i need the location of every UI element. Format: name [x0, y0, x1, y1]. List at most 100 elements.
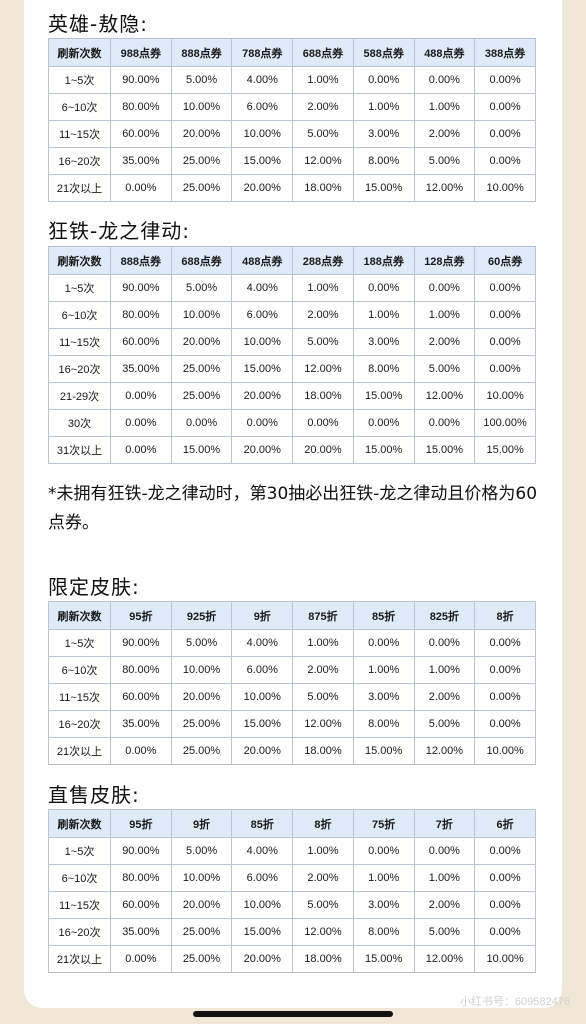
- probability-cell: 25.00%: [170, 174, 233, 202]
- probability-cell: 10.00%: [231, 120, 294, 148]
- home-indicator[interactable]: [193, 1011, 393, 1017]
- probability-cell: 2.00%: [292, 864, 354, 892]
- probability-cell: 1.00%: [292, 66, 354, 94]
- row-label-cell: 6~10次: [48, 301, 111, 329]
- probability-cell: 10.00%: [231, 891, 294, 919]
- probability-cell: 5.00%: [292, 891, 354, 919]
- probability-cell: 0.00%: [474, 301, 536, 329]
- probability-cell: 0.00%: [292, 409, 354, 437]
- row-label-cell: 30次: [48, 409, 111, 437]
- table-row: 16~20次 35.00% 25.00% 15.00% 12.00% 8.00% 5.00%…: [48, 710, 536, 738]
- probability-cell: 5.00%: [413, 918, 476, 946]
- probability-cell: 100.00%: [474, 409, 536, 437]
- probability-cell: 4.00%: [231, 66, 294, 94]
- column-header: 128点券: [413, 246, 476, 275]
- table-header-row: 刷新次数 888点券 688点券 488点券 288点券 188点券 128点券 60点券: [48, 246, 536, 275]
- probability-cell: 80.00%: [110, 93, 172, 121]
- probability-cell: 0.00%: [474, 629, 536, 657]
- probability-cell: 15.00%: [352, 382, 415, 410]
- section-title-kuangtie: 狂铁-龙之律动:: [48, 219, 190, 243]
- probability-cell: 12.00%: [292, 710, 354, 738]
- probability-cell: 5.00%: [292, 120, 354, 148]
- table-row: 16~20次 35.00% 25.00% 15.00% 12.00% 8.00% 5.00%…: [48, 918, 536, 946]
- probability-cell: 4.00%: [231, 837, 294, 865]
- probability-cell: 80.00%: [110, 301, 172, 329]
- probability-cell: 12.00%: [413, 737, 476, 765]
- probability-cell: 25.00%: [170, 945, 233, 973]
- probability-cell: 2.00%: [413, 891, 476, 919]
- table-row: 11~15次 60.00% 20.00% 10.00% 5.00% 3.00% 2.00% 0…: [48, 683, 536, 711]
- row-label-cell: 16~20次: [48, 147, 111, 175]
- probability-cell: 0.00%: [352, 629, 415, 657]
- probability-cell: 18.00%: [292, 382, 354, 410]
- column-header: 8折: [292, 809, 354, 838]
- probability-cell: 10.00%: [474, 382, 536, 410]
- probability-cell: 1.00%: [292, 837, 354, 865]
- probability-cell: 10.00%: [170, 864, 233, 892]
- column-header: 7折: [413, 809, 476, 838]
- probability-cell: 6.00%: [231, 301, 294, 329]
- probability-cell: 60.00%: [110, 891, 172, 919]
- probability-cell: 15.00%: [231, 710, 294, 738]
- probability-cell: 0.00%: [413, 274, 476, 302]
- column-header: 488点券: [413, 38, 476, 67]
- probability-cell: 8.00%: [352, 147, 415, 175]
- probability-cell: 25.00%: [170, 147, 233, 175]
- probability-cell: 0.00%: [413, 837, 476, 865]
- probability-cell: 20.00%: [231, 737, 294, 765]
- column-header: 刷新次数: [48, 601, 111, 630]
- table-row: 6~10次 80.00% 10.00% 6.00% 2.00% 1.00% 1.00% 0.0…: [48, 301, 536, 329]
- probability-cell: 18.00%: [292, 174, 354, 202]
- probability-cell: 90.00%: [110, 66, 172, 94]
- column-header: 刷新次数: [48, 246, 111, 275]
- row-label-cell: 21次以上: [48, 945, 111, 973]
- probability-cell: 12.00%: [292, 147, 354, 175]
- column-header: 888点券: [110, 246, 172, 275]
- probability-cell: 25.00%: [170, 382, 233, 410]
- probability-cell: 5.00%: [170, 629, 233, 657]
- probability-cell: 6.00%: [231, 864, 294, 892]
- column-header: 288点券: [292, 246, 354, 275]
- probability-cell: 35.00%: [110, 918, 172, 946]
- row-label-cell: 21-29次: [48, 382, 111, 410]
- probability-cell: 35.00%: [110, 355, 172, 383]
- probability-cell: 0.00%: [110, 409, 172, 437]
- probability-cell: 10.00%: [170, 656, 233, 684]
- probability-cell: 25.00%: [170, 918, 233, 946]
- column-header: 188点券: [352, 246, 415, 275]
- probability-cell: 90.00%: [110, 629, 172, 657]
- probability-cell: 25.00%: [170, 355, 233, 383]
- table-header-row: 刷新次数 95折 925折 9折 875折 85折 825折 8折: [48, 601, 536, 630]
- probability-table-kuangtie: 刷新次数 888点券 688点券 488点券 288点券 188点券 128点券 60点券 1~…: [48, 246, 536, 464]
- table-row: 21次以上 0.00% 25.00% 20.00% 18.00% 15.00% 12.00%…: [48, 945, 536, 973]
- probability-cell: 10.00%: [474, 737, 536, 765]
- row-label-cell: 11~15次: [48, 891, 111, 919]
- probability-cell: 1.00%: [413, 93, 476, 121]
- probability-cell: 25.00%: [170, 710, 233, 738]
- column-header: 488点券: [231, 246, 294, 275]
- probability-cell: 15.00%: [231, 147, 294, 175]
- probability-cell: 20.00%: [170, 683, 233, 711]
- probability-cell: 20.00%: [231, 945, 294, 973]
- row-label-cell: 1~5次: [48, 629, 111, 657]
- probability-cell: 10.00%: [170, 301, 233, 329]
- probability-cell: 2.00%: [292, 301, 354, 329]
- column-header: 988点券: [110, 38, 172, 67]
- probability-cell: 2.00%: [413, 328, 476, 356]
- probability-cell: 1.00%: [352, 656, 415, 684]
- probability-cell: 20.00%: [231, 436, 294, 464]
- probability-cell: 15.00%: [231, 355, 294, 383]
- table-row: 1~5次 90.00% 5.00% 4.00% 1.00% 0.00% 0.00% 0.00%: [48, 837, 536, 865]
- row-label-cell: 11~15次: [48, 683, 111, 711]
- probability-cell: 0.00%: [474, 120, 536, 148]
- probability-cell: 0.00%: [110, 737, 172, 765]
- probability-cell: 1.00%: [413, 864, 476, 892]
- probability-cell: 0.00%: [474, 147, 536, 175]
- probability-cell: 2.00%: [413, 120, 476, 148]
- probability-cell: 12.00%: [413, 945, 476, 973]
- probability-cell: 1.00%: [352, 93, 415, 121]
- probability-cell: 60.00%: [110, 120, 172, 148]
- probability-cell: 1.00%: [352, 301, 415, 329]
- row-label-cell: 16~20次: [48, 710, 111, 738]
- probability-cell: 2.00%: [292, 93, 354, 121]
